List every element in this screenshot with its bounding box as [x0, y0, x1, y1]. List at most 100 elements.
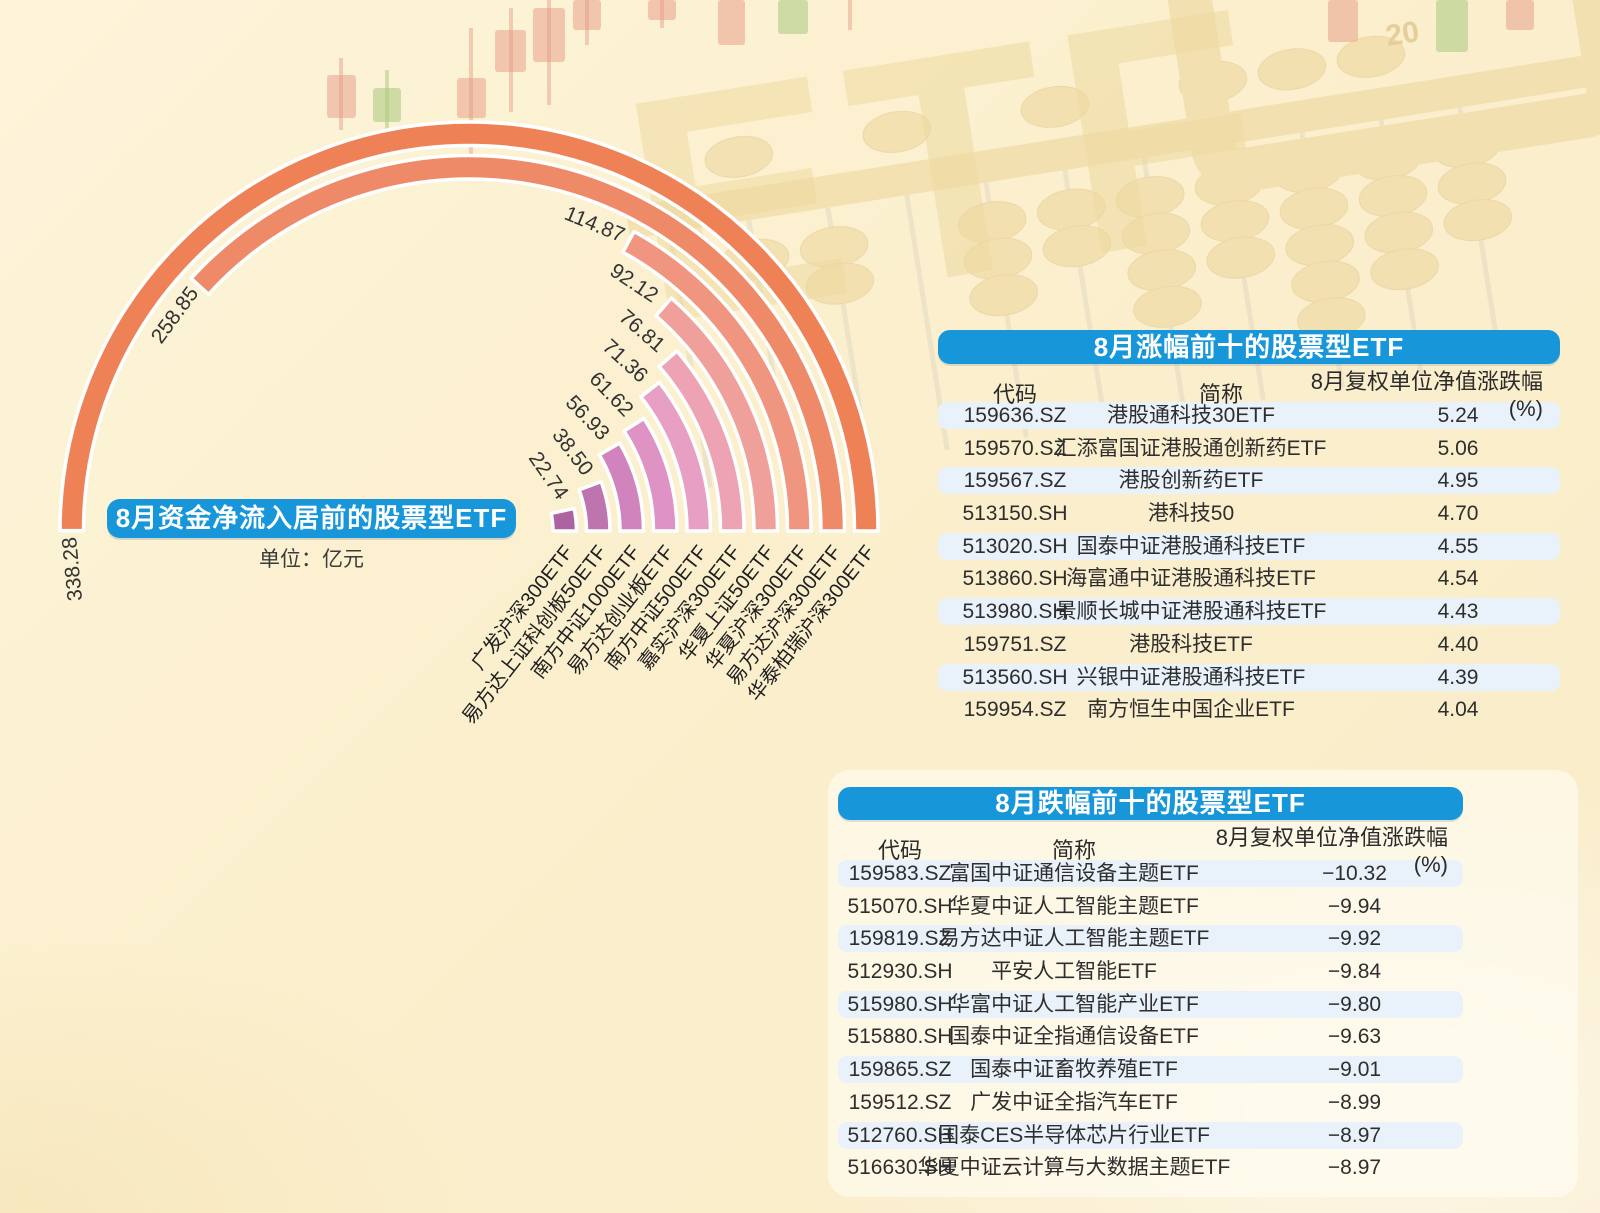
bar-value-label: 92.12	[606, 259, 663, 307]
etf-change: −8.97	[1327, 1123, 1382, 1147]
abacus-bead	[1279, 187, 1349, 230]
chart-bar	[654, 296, 780, 533]
etf-name: 易方达中证人工智能主题ETF	[938, 927, 1210, 951]
table-row: 515880.SH 国泰中证全指通信设备ETF −9.63	[838, 1023, 1463, 1050]
abacus-bead	[805, 262, 875, 305]
chart-bar	[657, 349, 746, 533]
abacus-bead	[1291, 260, 1360, 303]
etf-change: −9.92	[1327, 927, 1382, 951]
bar-name-label: 南方中证500ETF	[601, 541, 712, 674]
etf-code: 159567.SZ	[963, 469, 1067, 493]
etf-code: 512930.SH	[847, 960, 953, 984]
abacus-bead	[1178, 60, 1248, 103]
gainers-table-body: 159636.SZ 港股通科技30ETF 5.24 159570.SZ 汇添富国证港股通…	[938, 402, 1560, 723]
abacus-bead	[1364, 211, 1434, 254]
losers-table-header: 代码 简称 8月复权单位净值涨跌幅(%)	[838, 820, 1463, 877]
etf-name: 国泰中证畜牧养殖ETF	[970, 1058, 1178, 1082]
bar-value-label: 76.81	[614, 305, 669, 357]
etf-change: −9.63	[1327, 1025, 1382, 1049]
table-row: 159819.SZ 易方达中证人工智能主题ETF −9.92	[838, 925, 1463, 953]
etf-change: 4.40	[1437, 632, 1479, 656]
abacus-bead	[1370, 248, 1439, 291]
bar-value-label: 38.50	[547, 424, 597, 480]
etf-code: 512760.SH	[847, 1123, 953, 1147]
abacus-bead	[1273, 151, 1343, 193]
table-row: 516630.SH 华夏中证云计算与大数据主题ETF −8.97	[838, 1154, 1463, 1181]
abacus-bead	[1194, 163, 1264, 206]
abacus-bead	[1200, 200, 1270, 243]
etf-code: 159512.SZ	[848, 1090, 952, 1114]
abacus-bead	[1020, 85, 1090, 128]
etf-name: 南方恒生中国企业ETF	[1087, 698, 1295, 722]
table-row: 513020.SH 国泰中证港股通科技ETF 4.55	[938, 532, 1560, 560]
column-header-name: 简称	[1198, 382, 1243, 407]
etf-name: 广发中证全指汽车ETF	[970, 1090, 1178, 1114]
etf-change: 4.39	[1437, 665, 1479, 689]
table-row: 159570.SZ 汇添富国证港股通创新药ETF 5.06	[938, 435, 1560, 462]
etf-change: −9.01	[1327, 1058, 1382, 1082]
column-header-change: 8月复权单位净值涨跌幅(%)	[1215, 825, 1448, 877]
etf-name: 汇添富国证港股通创新药ETF	[1055, 436, 1327, 460]
chart-bar	[639, 380, 713, 533]
abacus-bead	[720, 238, 790, 281]
abacus-bead	[969, 274, 1038, 317]
etf-change: −8.99	[1327, 1090, 1382, 1114]
table-row: 513860.SH 海富通中证港股通科技ETF 4.54	[938, 565, 1560, 592]
abacus-bead	[1437, 162, 1507, 205]
etf-name: 港科技50	[1147, 502, 1235, 526]
etf-change: −9.94	[1327, 894, 1382, 918]
table-row: 515980.SH 华富中证人工智能产业ETF −9.80	[838, 990, 1463, 1018]
table-row: 159636.SZ 港股通科技30ETF 5.24	[938, 402, 1560, 429]
abacus-bead	[1257, 48, 1327, 91]
table-row: 512930.SH 平安人工智能ETF −9.84	[838, 958, 1463, 985]
table-row: 159567.SZ 港股创新药ETF 4.95	[938, 467, 1560, 495]
bar-name-label: 嘉实沪深300ETF	[634, 541, 745, 674]
bar-name-label: 南方中证1000ETF	[527, 541, 645, 683]
abacus-rod	[1457, 107, 1503, 363]
table-row: 159865.SZ 国泰中证畜牧养殖ETF −9.01	[838, 1056, 1463, 1084]
etf-code: 513020.SH	[962, 534, 1068, 558]
abacus-bead	[862, 110, 932, 153]
etf-change: 4.04	[1437, 698, 1479, 722]
chart-bar	[577, 479, 612, 533]
table-row: 513150.SH 港科技50 4.70	[938, 500, 1560, 527]
etf-code: 159751.SZ	[963, 632, 1067, 656]
etf-name: 国泰中证全指通信设备ETF	[949, 1025, 1199, 1049]
chart-bar	[58, 120, 880, 533]
losers-table: 8月跌幅前十的股票型ETF 代码 简称 8月复权单位净值涨跌幅(%) 15958…	[838, 787, 1463, 1187]
abacus-bead	[1352, 138, 1422, 181]
etf-code: 159570.SZ	[963, 436, 1067, 460]
abacus-rod	[825, 207, 871, 463]
abacus-bead	[1336, 35, 1406, 78]
abacus-bead	[963, 237, 1033, 280]
etf-change: 4.55	[1437, 534, 1479, 558]
etf-name: 平安人工智能ETF	[991, 960, 1157, 984]
inflow-chart-title: 8月资金净流入居前的股票型ETF	[107, 499, 516, 538]
etf-name: 华富中证人工智能产业ETF	[949, 992, 1199, 1016]
bar-value-label: 114.87	[561, 202, 628, 247]
bar-name-label: 华夏沪深300ETF	[701, 541, 812, 674]
etf-name: 富国中证通信设备主题ETF	[949, 862, 1199, 885]
etf-name: 港股创新药ETF	[1118, 469, 1264, 493]
etf-name: 港股科技ETF	[1129, 632, 1253, 656]
abacus-rod	[746, 219, 792, 476]
column-header-code: 代码	[877, 838, 922, 863]
abacus-bead	[1443, 199, 1513, 242]
etf-name: 国泰中证港股通科技ETF	[1076, 534, 1306, 558]
etf-code: 515980.SH	[847, 992, 953, 1016]
bar-value-label: 61.62	[585, 367, 638, 421]
abacus-bead	[957, 201, 1027, 244]
etf-change: −9.80	[1327, 992, 1382, 1016]
etf-code: 159865.SZ	[848, 1058, 952, 1082]
bar-name-label: 华泰柏瑞沪深300ETF	[743, 541, 879, 706]
abacus-bead	[1127, 249, 1196, 292]
abacus-bead	[1431, 126, 1501, 168]
abacus-rod	[667, 232, 713, 488]
etf-code: 159636.SZ	[963, 404, 1067, 427]
etf-code: 159954.SZ	[963, 698, 1067, 722]
bar-name-label: 华夏上证50ETF	[674, 541, 778, 666]
abacus-bead	[1121, 212, 1191, 255]
losers-table-title: 8月跌幅前十的股票型ETF	[838, 787, 1463, 820]
gainers-table-header: 代码 简称 8月复权单位净值涨跌幅(%)	[938, 364, 1560, 421]
